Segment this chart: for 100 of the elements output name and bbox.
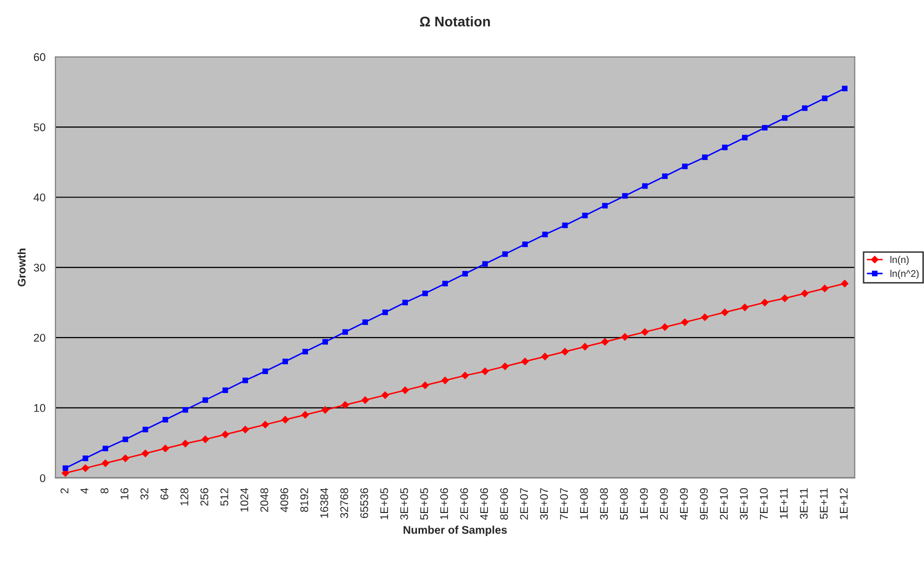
point	[601, 338, 609, 346]
point	[521, 358, 529, 366]
x-tick-label: 32768	[340, 488, 348, 518]
point	[202, 397, 208, 403]
point	[840, 280, 849, 288]
x-tick-label: 2E+06	[460, 488, 468, 520]
point	[822, 96, 828, 102]
point	[700, 313, 709, 322]
point	[782, 115, 788, 121]
point	[241, 426, 250, 434]
y-tick-label: 0	[40, 474, 46, 482]
x-tick-label: 4096	[280, 488, 288, 512]
point	[362, 319, 368, 325]
point	[720, 308, 729, 316]
x-tick-label: 512	[220, 488, 228, 506]
point	[800, 289, 809, 298]
point	[182, 407, 188, 413]
y-tick-label: 30	[34, 264, 46, 272]
point	[282, 358, 288, 364]
x-tick-label: 2	[60, 488, 68, 494]
point	[802, 105, 808, 111]
x-tick-label: 7E+10	[760, 488, 768, 520]
x-tick-label: 4E+06	[480, 488, 488, 520]
point	[820, 284, 829, 292]
point	[660, 323, 669, 332]
x-tick-label: 3E+07	[540, 488, 548, 520]
x-tick-label: 7E+07	[560, 488, 568, 520]
point	[462, 270, 468, 277]
point	[242, 378, 248, 384]
x-tick-label: 65536	[360, 488, 368, 518]
point	[402, 300, 408, 306]
point	[740, 304, 749, 312]
point	[82, 456, 88, 462]
point	[262, 368, 268, 374]
point	[442, 280, 448, 286]
x-tick-label: 1E+05	[380, 488, 388, 520]
point	[101, 459, 110, 468]
point	[542, 232, 548, 238]
point	[382, 310, 388, 316]
point	[662, 173, 668, 179]
point	[261, 420, 270, 429]
x-tick-label: 3E+08	[600, 488, 608, 520]
x-tick-label: 1E+09	[640, 488, 648, 520]
point	[222, 387, 228, 394]
x-tick-label: 8E+06	[500, 488, 508, 520]
x-tick-label: 5E+05	[420, 488, 428, 520]
point	[162, 416, 168, 422]
point	[421, 381, 430, 390]
point	[562, 222, 568, 228]
point	[461, 372, 469, 380]
point	[502, 251, 508, 257]
x-tick-label: 4E+09	[680, 488, 688, 520]
point	[441, 376, 450, 384]
point	[762, 125, 768, 131]
x-axis-title: Number of Samples	[404, 526, 507, 536]
x-tick-label: 9E+09	[700, 488, 708, 520]
point	[522, 241, 528, 248]
y-tick-label: 60	[34, 53, 46, 62]
x-tick-label: 1024	[240, 488, 248, 512]
point	[302, 348, 308, 354]
y-axis-title: Growth	[17, 248, 26, 286]
x-tick-label: 256	[200, 488, 208, 506]
x-tick-label: 4	[80, 488, 88, 494]
point	[342, 329, 348, 335]
point	[122, 436, 128, 442]
point	[341, 401, 350, 409]
x-tick-label: 64	[160, 488, 168, 500]
point	[561, 348, 569, 356]
point	[702, 154, 708, 160]
y-tick-label: 20	[34, 334, 46, 342]
x-tick-label: 1E+11	[780, 488, 788, 518]
x-tick-label: 3E+05	[400, 488, 408, 520]
y-tick-label: 10	[34, 404, 46, 412]
point	[161, 444, 170, 452]
point	[121, 454, 130, 462]
point	[181, 440, 190, 448]
point	[482, 261, 488, 267]
point	[581, 342, 589, 351]
x-tick-label: 2048	[260, 488, 268, 512]
x-tick-label: 16384	[320, 488, 328, 518]
x-tick-label: 128	[180, 488, 188, 506]
y-tick-label: 50	[34, 123, 46, 132]
point	[602, 202, 608, 208]
x-tick-label: 16	[120, 488, 128, 500]
x-tick-label: 2E+07	[520, 488, 528, 520]
point	[141, 449, 150, 458]
point	[682, 164, 688, 170]
point	[501, 362, 509, 370]
point	[381, 391, 390, 400]
legend-label: ln(n^2)	[890, 270, 919, 279]
x-tick-label: 5E+11	[820, 488, 828, 519]
x-tick-label: 8192	[300, 488, 308, 512]
point	[361, 396, 370, 404]
point	[842, 86, 848, 92]
legend-label: ln(n)	[890, 256, 909, 265]
point	[481, 367, 489, 376]
point	[640, 328, 649, 336]
x-tick-label: 32	[140, 488, 148, 500]
point	[142, 426, 148, 432]
x-tick-label: 5E+08	[620, 488, 628, 520]
